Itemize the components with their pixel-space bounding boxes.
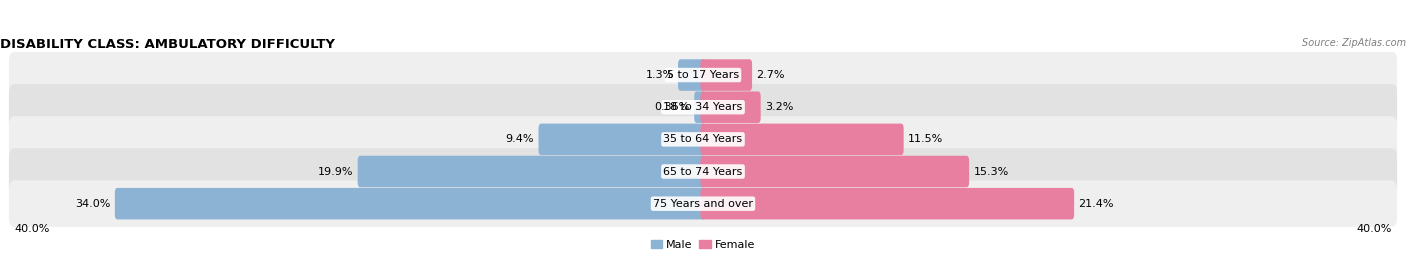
Text: 18 to 34 Years: 18 to 34 Years (664, 102, 742, 112)
FancyBboxPatch shape (538, 124, 706, 155)
Text: 5 to 17 Years: 5 to 17 Years (666, 70, 740, 80)
FancyBboxPatch shape (700, 91, 761, 123)
Text: 15.3%: 15.3% (973, 166, 1008, 177)
Text: 21.4%: 21.4% (1078, 199, 1114, 209)
FancyBboxPatch shape (695, 91, 706, 123)
FancyBboxPatch shape (8, 148, 1398, 195)
Text: 65 to 74 Years: 65 to 74 Years (664, 166, 742, 177)
FancyBboxPatch shape (8, 52, 1398, 98)
Text: 0.36%: 0.36% (655, 102, 690, 112)
FancyBboxPatch shape (8, 181, 1398, 227)
Text: 19.9%: 19.9% (318, 166, 353, 177)
Text: DISABILITY CLASS: AMBULATORY DIFFICULTY: DISABILITY CLASS: AMBULATORY DIFFICULTY (0, 38, 335, 51)
FancyBboxPatch shape (700, 59, 752, 91)
Text: 35 to 64 Years: 35 to 64 Years (664, 134, 742, 144)
FancyBboxPatch shape (700, 188, 1074, 219)
Text: 75 Years and over: 75 Years and over (652, 199, 754, 209)
FancyBboxPatch shape (700, 156, 969, 187)
FancyBboxPatch shape (357, 156, 706, 187)
Text: 3.2%: 3.2% (765, 102, 793, 112)
Text: 40.0%: 40.0% (14, 224, 49, 234)
FancyBboxPatch shape (115, 188, 706, 219)
Legend: Male, Female: Male, Female (651, 240, 755, 250)
Text: 1.3%: 1.3% (645, 70, 673, 80)
Text: 11.5%: 11.5% (908, 134, 943, 144)
Text: Source: ZipAtlas.com: Source: ZipAtlas.com (1302, 38, 1406, 48)
Text: 40.0%: 40.0% (1357, 224, 1392, 234)
Text: 9.4%: 9.4% (506, 134, 534, 144)
FancyBboxPatch shape (678, 59, 706, 91)
Text: 34.0%: 34.0% (75, 199, 111, 209)
FancyBboxPatch shape (8, 84, 1398, 130)
Text: 2.7%: 2.7% (756, 70, 785, 80)
FancyBboxPatch shape (700, 124, 904, 155)
FancyBboxPatch shape (8, 116, 1398, 162)
